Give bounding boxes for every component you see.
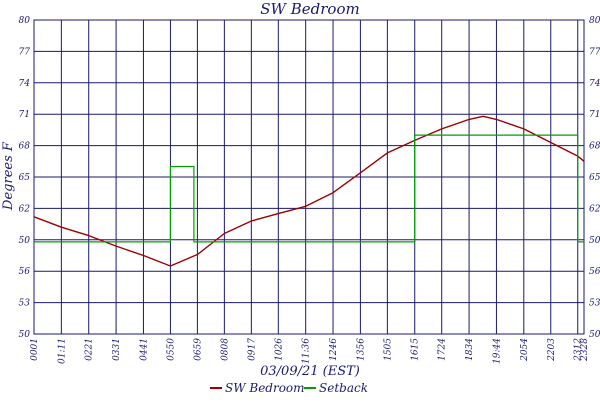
y-tick-label-left: 53 <box>19 299 31 309</box>
y-tick-label-left: 56 <box>19 267 31 277</box>
y-tick-label-right: 77 <box>589 47 600 57</box>
y-tick-label-right: 56 <box>589 267 600 277</box>
series <box>33 115 585 267</box>
x-tick-label: 1724 <box>438 338 448 361</box>
x-tick-label: 2203 <box>547 338 557 362</box>
x-tick-label: 2328 <box>580 338 590 362</box>
y-tick-label-right: 62 <box>589 204 600 214</box>
x-tick-label: 2054 <box>520 338 530 362</box>
x-tick-label: 0331 <box>112 338 122 361</box>
y-tick-label-right: 80 <box>589 16 600 26</box>
legend-label: Setback <box>319 381 368 395</box>
x-tick-label: 01:11 <box>57 338 67 364</box>
y-tick-label-right: 50 <box>589 236 600 246</box>
y-tick-label-left: 50 <box>19 330 31 340</box>
chart-title: SW Bedroom <box>260 0 359 18</box>
x-tick-label: 2312 <box>574 338 584 362</box>
y-tick-label-left: 62 <box>19 204 31 214</box>
y-tick-label-right: 74 <box>589 79 600 89</box>
y-tick-label-right: 68 <box>589 142 600 152</box>
y-tick-label-left: 71 <box>19 110 30 120</box>
setback-line <box>34 134 584 243</box>
x-tick-label: 0221 <box>85 338 95 361</box>
x-tick-label: 0659 <box>193 338 203 361</box>
y-tick-label-right: 65 <box>589 173 600 183</box>
y-tick-label-left: 80 <box>19 16 31 26</box>
x-tick-label: 0917 <box>247 338 257 361</box>
x-axis-title: 03/09/21 (EST) <box>260 364 360 379</box>
y-axis-title: Degrees F <box>1 141 16 211</box>
legend-label: SW Bedroom <box>225 381 305 395</box>
y-tick-label-left: 50 <box>19 236 31 246</box>
y-tick-label-left: 65 <box>19 173 31 183</box>
x-tick-label: 19:44 <box>492 338 502 364</box>
x-tick-label: 1026 <box>274 338 284 361</box>
grid <box>33 19 585 335</box>
x-tick-label: 1834 <box>465 338 475 361</box>
tick-labels: 50 50 53 53 56 56 50 50 62 62 65 65 68 68 71 71 74 74 77 77… <box>19 16 600 364</box>
legend: SW Bedroom Setback <box>210 381 368 395</box>
y-tick-label-left: 74 <box>19 79 31 89</box>
y-tick-label-right: 53 <box>589 299 600 309</box>
x-tick-label: 0550 <box>166 338 176 361</box>
x-tick-label: 1246 <box>329 338 339 361</box>
x-tick-label: 0441 <box>139 338 149 361</box>
sw-bedroom-line <box>33 115 585 267</box>
x-tick-label: 11:36 <box>302 338 312 364</box>
y-tick-label-left: 68 <box>19 142 31 152</box>
x-tick-label: 0001 <box>30 338 40 361</box>
x-tick-label: 1615 <box>411 338 421 361</box>
y-tick-label-right: 50 <box>589 330 600 340</box>
y-tick-label-left: 77 <box>19 47 31 57</box>
x-tick-label: 1505 <box>383 338 393 361</box>
x-tick-label: 1356 <box>356 338 366 361</box>
y-tick-label-right: 71 <box>589 110 600 120</box>
x-tick-label: 0808 <box>220 338 230 361</box>
